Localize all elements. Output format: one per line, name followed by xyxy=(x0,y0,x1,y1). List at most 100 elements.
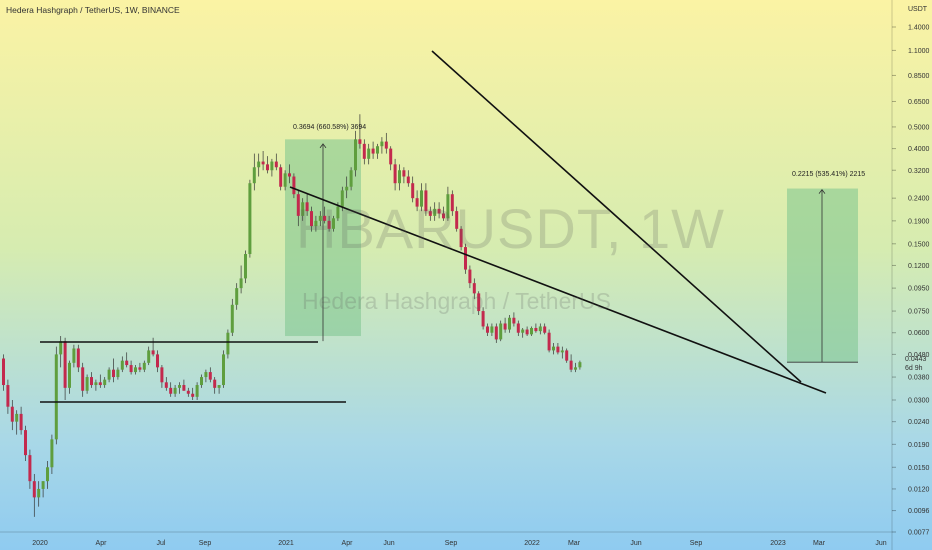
last-price-value: 0.0443 xyxy=(905,356,927,363)
time-tick-label: Mar xyxy=(568,540,581,547)
candle-body xyxy=(169,387,173,394)
bar-countdown: 6d 9h xyxy=(905,365,923,372)
candle-body xyxy=(503,323,507,330)
candle-body xyxy=(120,360,124,370)
candle-body xyxy=(477,293,481,312)
price-tick-label: 0.1200 xyxy=(908,263,930,270)
candle-body xyxy=(239,278,243,289)
candle-body xyxy=(424,190,428,212)
time-tick-label: 2023 xyxy=(770,540,786,547)
price-tick-label: 0.0300 xyxy=(908,398,930,405)
price-tick-label: 0.0150 xyxy=(908,465,930,472)
candle-body xyxy=(226,332,230,355)
candle-body xyxy=(54,354,58,440)
candle-body xyxy=(530,327,533,335)
candle-body xyxy=(292,176,296,195)
time-tick-label: 2020 xyxy=(32,540,48,547)
candle-body xyxy=(552,346,555,351)
candle-body xyxy=(85,377,89,391)
candle-body xyxy=(160,367,164,383)
candle-body xyxy=(186,390,190,394)
candle-body xyxy=(345,186,349,191)
candle-body xyxy=(380,141,384,147)
candle-body xyxy=(15,413,19,422)
candle-body xyxy=(76,348,80,368)
candle-body xyxy=(72,348,76,363)
time-tick-label: Sep xyxy=(445,540,458,547)
price-tick-label: 0.0190 xyxy=(908,442,930,449)
candle-body xyxy=(367,148,371,159)
price-tick-label: 0.0077 xyxy=(908,530,930,537)
candle-body xyxy=(129,365,133,373)
price-axis: 1.4000 1.1000 0.8500 0.6500 0.5000 0.4000 0.32… xyxy=(892,25,930,537)
time-tick-label: Jul xyxy=(157,540,166,547)
candle-body xyxy=(323,215,327,221)
candle-body xyxy=(32,481,36,498)
candle-body xyxy=(213,379,217,388)
candle-body xyxy=(81,367,85,391)
price-tick-label: 0.0240 xyxy=(908,419,930,426)
candle-body xyxy=(499,323,503,340)
arrow-head-2 xyxy=(818,188,826,194)
time-tick-label: Jun xyxy=(875,540,886,547)
candle-body xyxy=(191,393,195,397)
candle-body xyxy=(301,202,305,216)
candle-body xyxy=(68,362,71,388)
candle-body xyxy=(2,358,5,386)
time-tick-label: Sep xyxy=(199,540,212,547)
candle-body xyxy=(222,354,225,386)
measure-boxes xyxy=(285,139,858,363)
price-tick-label: 0.0750 xyxy=(908,309,930,316)
time-tick-label: Jun xyxy=(630,540,641,547)
candle-body xyxy=(371,148,375,154)
candle-body xyxy=(10,406,14,422)
candle-body xyxy=(490,326,494,333)
candle-body xyxy=(464,247,467,270)
candle-body xyxy=(538,326,542,332)
name-watermark: Hedera Hashgraph / TetherUS xyxy=(302,288,611,314)
candle-body xyxy=(565,350,569,361)
candle-body xyxy=(288,173,291,177)
candle-body xyxy=(437,208,441,214)
price-tick-label: 0.0950 xyxy=(908,286,930,293)
candle-body xyxy=(543,326,547,333)
candle-body xyxy=(296,194,300,216)
candle-body xyxy=(512,317,516,324)
time-tick-label: Apr xyxy=(342,540,354,547)
candle-body xyxy=(340,190,344,207)
symbol-watermark: HBARUSDT, 1W xyxy=(296,197,725,260)
candle-body xyxy=(217,385,221,388)
candle-body xyxy=(508,317,511,330)
price-tick-label: 0.0096 xyxy=(908,508,930,515)
price-tick-label: 0.0120 xyxy=(908,486,930,493)
candle-body xyxy=(358,139,362,144)
candle-body xyxy=(116,369,120,378)
price-tick-label: 1.1000 xyxy=(908,48,930,55)
candle-body xyxy=(19,413,23,431)
trend-lines xyxy=(40,50,827,403)
candle-body xyxy=(384,141,388,149)
candle-body xyxy=(521,329,525,333)
candle-body xyxy=(415,198,419,207)
chart-header: Hedera Hashgraph / TetherUS, 1W, BINANCE xyxy=(6,5,180,15)
candle-body xyxy=(556,346,560,353)
price-tick-label: 0.4000 xyxy=(908,146,930,153)
candle-body xyxy=(204,372,208,378)
candle-body xyxy=(398,170,401,184)
candle-body xyxy=(433,208,437,216)
axis-unit-label: USDT xyxy=(908,6,928,13)
candle-body xyxy=(411,183,415,199)
candle-body xyxy=(349,170,353,187)
candle-body xyxy=(24,430,27,456)
candle-body xyxy=(112,369,115,378)
candle-body xyxy=(63,341,67,388)
price-tick-label: 0.3200 xyxy=(908,168,930,175)
candle-body xyxy=(156,354,159,368)
candle-body xyxy=(428,211,432,216)
candle-body xyxy=(90,377,93,386)
candle-body xyxy=(178,385,181,388)
candle-body xyxy=(468,269,472,284)
candle-body xyxy=(125,360,129,366)
